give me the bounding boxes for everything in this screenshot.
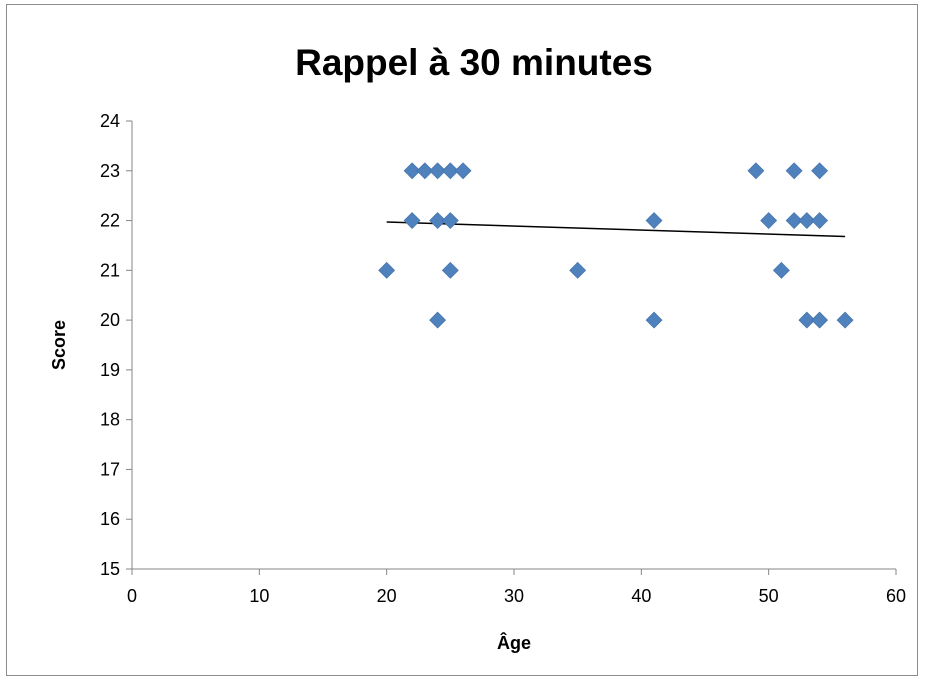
trendline-group: [386, 221, 846, 238]
plot-area: 15 16 17 18 19 20 21 22 23 24 0 10 20 30 40 50 60: [100, 111, 906, 606]
y-tick-label: 20: [100, 310, 120, 330]
data-point: [429, 162, 447, 180]
data-point: [836, 311, 854, 329]
y-tick-label: 23: [100, 161, 120, 181]
x-tick-label: 50: [759, 586, 779, 606]
y-tick-label: 18: [100, 410, 120, 430]
y-tick-label: 22: [100, 211, 120, 231]
data-point: [798, 212, 816, 229]
x-tick-label: 0: [127, 586, 137, 606]
data-point: [772, 261, 790, 279]
data-point: [429, 311, 447, 329]
data-point: [798, 311, 816, 329]
data-point: [416, 162, 434, 180]
data-point: [645, 311, 663, 329]
y-axis-label: Score: [49, 320, 69, 370]
x-tick-label: 60: [886, 586, 906, 606]
data-point: [785, 162, 803, 180]
data-point: [811, 212, 829, 229]
data-point: [760, 212, 778, 229]
data-point: [441, 261, 459, 279]
y-tick-label: 19: [100, 360, 120, 380]
y-tick-label: 24: [100, 111, 120, 131]
chart-title: Rappel à 30 minutes: [295, 42, 653, 83]
y-axis-ticks: 15 16 17 18 19 20 21 22 23 24: [100, 111, 132, 579]
data-point: [378, 261, 396, 279]
chart-area: [6, 4, 918, 676]
data-point: [403, 212, 421, 229]
x-axis-label: Âge: [497, 632, 531, 653]
data-point: [747, 162, 765, 180]
data-point: [645, 212, 663, 229]
data-point: [811, 311, 829, 329]
data-point: [429, 212, 447, 229]
y-tick-label: 15: [100, 559, 120, 579]
y-tick-label: 16: [100, 509, 120, 529]
data-point: [441, 212, 459, 229]
x-tick-label: 30: [504, 586, 524, 606]
data-point: [403, 162, 421, 180]
trendline: [386, 221, 846, 238]
y-tick-label: 17: [100, 459, 120, 479]
data-point: [811, 162, 829, 180]
x-tick-label: 40: [631, 586, 651, 606]
data-point: [454, 162, 472, 180]
y-tick-label: 21: [100, 260, 120, 280]
x-tick-label: 10: [249, 586, 269, 606]
x-tick-label: 20: [377, 586, 397, 606]
data-point: [441, 162, 459, 180]
data-points: [378, 162, 854, 329]
x-axis-ticks: 0 10 20 30 40 50 60: [127, 569, 906, 606]
data-point: [785, 212, 803, 229]
data-point: [569, 261, 587, 279]
